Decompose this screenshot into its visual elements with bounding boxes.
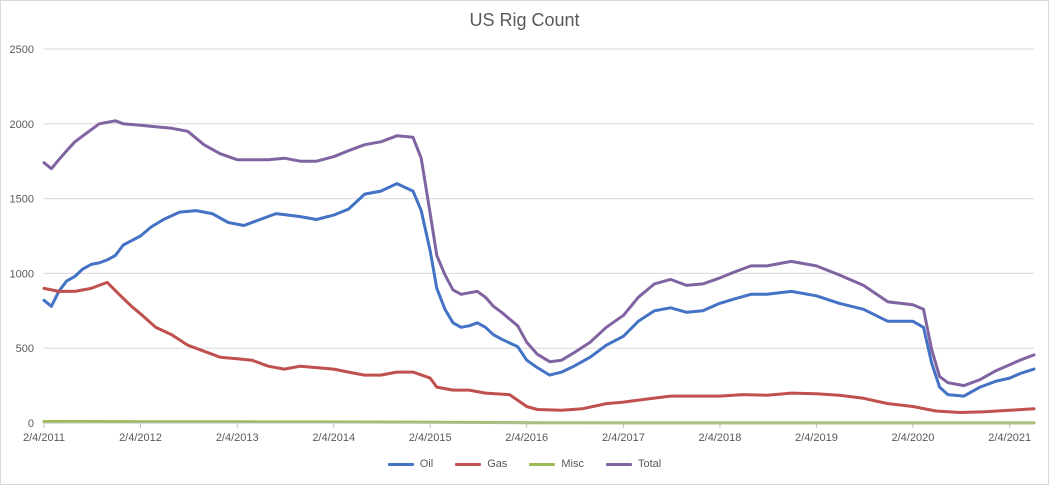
y-tick-label-1000: 1000	[10, 268, 34, 280]
x-tick-label-5: 2/4/2016	[505, 432, 548, 444]
series-line-gas	[42, 280, 1036, 414]
x-tick-label-9: 2/4/2020	[892, 432, 935, 444]
x-tick-label-4: 2/4/2015	[409, 432, 452, 444]
legend-item-gas: Gas	[455, 458, 507, 470]
x-tick-label-0: 2/4/2011	[23, 432, 65, 444]
x-tick-label-2: 2/4/2013	[216, 432, 259, 444]
x-tick-label-6: 2/4/2017	[602, 432, 645, 444]
x-tick-label-3: 2/4/2014	[312, 432, 355, 444]
y-tick-label-0: 0	[28, 418, 34, 430]
gridlines	[44, 48, 1034, 349]
legend-label-total: Total	[638, 458, 662, 470]
x-tick-label-10: 2/4/2021	[988, 432, 1031, 444]
legend-swatch-gas	[455, 462, 482, 466]
y-tick-label-1500: 1500	[10, 194, 34, 206]
legend: Oil Gas Misc Total	[0, 458, 1049, 470]
legend-swatch-oil	[387, 462, 414, 466]
legend-swatch-misc	[529, 462, 556, 466]
y-axis-tick-labels: 0 500 1000 1500 2000 2500	[10, 44, 34, 430]
x-tick-label-1: 2/4/2012	[119, 432, 162, 444]
x-axis-tick-labels: 2/4/2011 2/4/2012 2/4/2013 2/4/2014 2/4/2015…	[23, 423, 1031, 444]
y-tick-label-500: 500	[16, 343, 34, 355]
series-line-oil	[42, 182, 1036, 398]
series-lines	[42, 119, 1036, 425]
legend-swatch-total	[606, 462, 632, 466]
legend-item-total: Total	[606, 458, 661, 470]
legend-label-misc: Misc	[561, 458, 584, 470]
y-tick-label-2000: 2000	[10, 119, 34, 131]
chart-title: US Rig Count	[469, 10, 580, 30]
legend-item-misc: Misc	[529, 458, 584, 470]
legend-label-gas: Gas	[487, 458, 508, 470]
legend-item-oil: Oil	[387, 458, 434, 470]
x-tick-label-8: 2/4/2019	[795, 432, 838, 444]
series-line-total	[42, 119, 1036, 388]
legend-label-oil: Oil	[419, 458, 434, 470]
y-tick-label-2500: 2500	[10, 44, 34, 56]
x-tick-label-7: 2/4/2018	[699, 432, 742, 444]
